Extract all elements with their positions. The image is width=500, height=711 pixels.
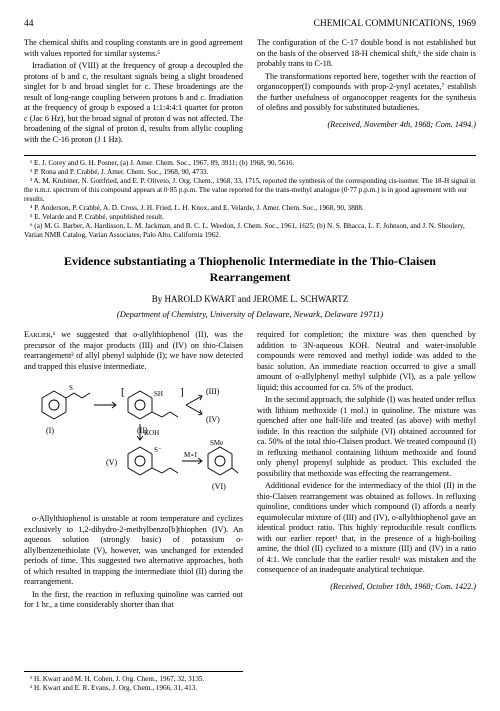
article-received: (Received, October 18th, 1968; Com. 1422… <box>257 582 476 593</box>
svg-text:(VI): (VI) <box>212 482 226 491</box>
svg-text:SMe: SMe <box>210 439 223 447</box>
article-right-p3: Additional evidence for the intermediacy… <box>257 481 476 576</box>
upper-left-p2: Irradiation of (VIII) at the frequency o… <box>24 61 243 145</box>
svg-text:S⁻: S⁻ <box>154 446 162 454</box>
article-authors: By HAROLD KWART and JEROME L. SCHWARTZ <box>24 294 476 306</box>
earlier-runin: Earlier <box>24 330 51 339</box>
svg-text:SH: SH <box>154 390 163 398</box>
article-left-p1-rest: we suggested that o-allylthiophenol (II)… <box>24 330 243 371</box>
upper-right-p1: The configuration of the C-17 double bon… <box>257 38 476 70</box>
svg-text:[: [ <box>121 386 125 398</box>
reaction-scheme: S (I) SH [ ] (II) <box>24 378 243 508</box>
article-dept: (Department of Chemistry, University of … <box>24 309 476 320</box>
upper-two-column: The chemical shifts and coupling constan… <box>24 38 476 147</box>
upper-left-p1: The chemical shifts and coupling constan… <box>24 38 243 59</box>
svg-text:(V): (V) <box>106 458 117 467</box>
svg-text:KOH: KOH <box>144 429 159 437</box>
svg-text:]: ] <box>180 386 184 398</box>
page-header: 44 CHEMICAL COMMUNICATIONS, 1969 <box>24 18 476 30</box>
article-foot-refs: ¹ H. Kwart and M. H. Cohen, J. Org. Chem… <box>24 671 243 693</box>
ref-5: ⁵ E. Velarde and P. Crabbé, unpublished … <box>24 213 476 222</box>
upper-references: ¹ E. J. Corey and G. H. Posner, (a) J. A… <box>24 155 476 240</box>
article-title: Evidence substantiating a Thiophenolic I… <box>24 254 476 285</box>
svg-text:(IV): (IV) <box>206 415 220 424</box>
article-right-p2: In the second approach, the sulphide (I)… <box>257 395 476 479</box>
ref-2: ² P. Rona and P. Crabbé, J. Amer. Chem. … <box>24 168 476 177</box>
article-two-column: Earlier,¹ we suggested that o-allylthiop… <box>24 330 476 693</box>
svg-text:S: S <box>69 384 73 392</box>
upper-left-column: The chemical shifts and coupling constan… <box>24 38 243 147</box>
svg-text:(III): (III) <box>206 387 220 396</box>
page-number: 44 <box>24 18 34 30</box>
upper-received: (Received, November 4th, 1968; Com. 1494… <box>257 120 476 131</box>
article-left-column: Earlier,¹ we suggested that o-allylthiop… <box>24 330 243 693</box>
upper-right-p2: The transformations reported here, toget… <box>257 72 476 114</box>
foot-ref-1: ¹ H. Kwart and M. H. Cohen, J. Org. Chem… <box>24 675 243 684</box>
ref-6: ⁶ (a) M. G. Barber, A. Hardisson, L. M. … <box>24 222 476 240</box>
foot-ref-2: ² H. Kwart and E. R. Evans, J. Org. Chem… <box>24 684 243 693</box>
journal-name: CHEMICAL COMMUNICATIONS, 1969 <box>314 18 476 30</box>
article-left-p3: In the first, the reaction in refluxing … <box>24 590 243 611</box>
svg-text:(I): (I) <box>46 426 54 435</box>
article-left-p1: Earlier,¹ we suggested that o-allylthiop… <box>24 330 243 372</box>
ref-1: ¹ E. J. Corey and G. H. Posner, (a) J. A… <box>24 159 476 168</box>
article-right-p1: required for completion; the mixture was… <box>257 330 476 393</box>
article-right-column: required for completion; the mixture was… <box>257 330 476 693</box>
article-left-p2: o-Allylthiophenol is unstable at room te… <box>24 514 243 588</box>
upper-right-column: The configuration of the C-17 double bon… <box>257 38 476 147</box>
svg-text:M∘I: M∘I <box>184 451 198 459</box>
ref-4: ⁴ P. Anderson, P. Crabbé, A. D. Cross, J… <box>24 204 476 213</box>
ref-3: ³ A. M. Krubiner, N. Gottfried, and E. P… <box>24 177 476 204</box>
